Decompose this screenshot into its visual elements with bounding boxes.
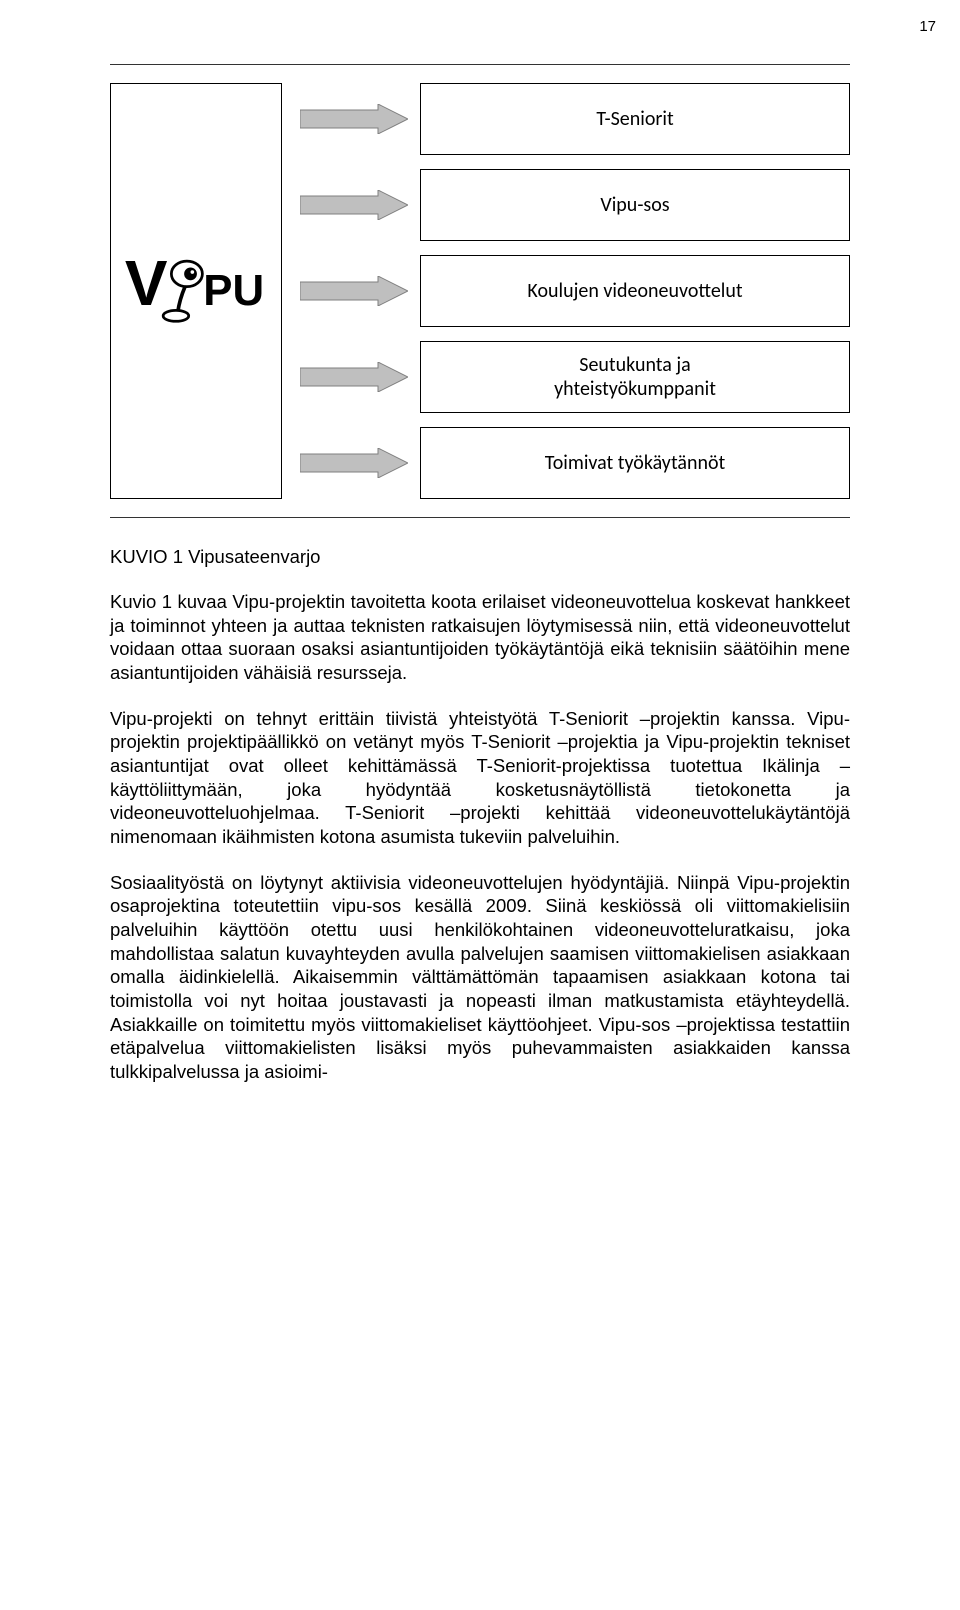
diagram-item-box: Koulujen videoneuvottelut — [420, 255, 850, 327]
svg-text:V: V — [125, 247, 168, 319]
top-divider — [110, 64, 850, 65]
diagram-item-row: Seutukunta jayhteistyökumppanit — [300, 341, 850, 413]
paragraph: Sosiaalityöstä on löytynyt aktiivisia vi… — [110, 871, 850, 1084]
diagram-items-column: T-Seniorit Vipu-sos Koulujen videoneuvot… — [300, 83, 850, 499]
diagram-item-box: Seutukunta jayhteistyökumppanit — [420, 341, 850, 413]
diagram-item-row: Toimivat työkäytännöt — [300, 427, 850, 499]
page-number: 17 — [919, 18, 936, 35]
diagram-item-row: Vipu-sos — [300, 169, 850, 241]
diagram-item-row: Koulujen videoneuvottelut — [300, 255, 850, 327]
figure-caption: KUVIO 1 Vipusateenvarjo — [110, 546, 850, 568]
paragraph: Vipu-projekti on tehnyt erittäin tiivist… — [110, 707, 850, 849]
vipu-diagram: V PU T-Seniorit Vi — [110, 83, 850, 499]
diagram-item-row: T-Seniorit — [300, 83, 850, 155]
arrow-icon — [300, 427, 408, 499]
vipu-logo-icon: V PU — [123, 241, 269, 341]
diagram-item-box: T-Seniorit — [420, 83, 850, 155]
diagram-item-box: Vipu-sos — [420, 169, 850, 241]
arrow-icon — [300, 169, 408, 241]
paragraph: Kuvio 1 kuvaa Vipu-projektin tavoitetta … — [110, 590, 850, 685]
svg-text:PU: PU — [203, 266, 264, 315]
vipu-logo-box: V PU — [110, 83, 282, 499]
arrow-icon — [300, 83, 408, 155]
arrow-icon — [300, 255, 408, 327]
bottom-divider — [110, 517, 850, 518]
diagram-item-box: Toimivat työkäytännöt — [420, 427, 850, 499]
arrow-icon — [300, 341, 408, 413]
